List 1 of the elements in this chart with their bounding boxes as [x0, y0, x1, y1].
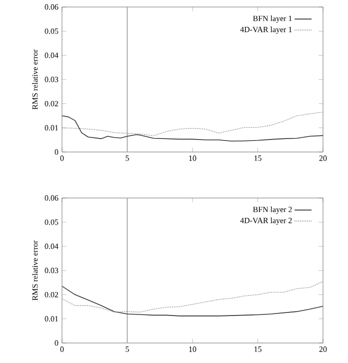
line-series — [62, 112, 324, 136]
